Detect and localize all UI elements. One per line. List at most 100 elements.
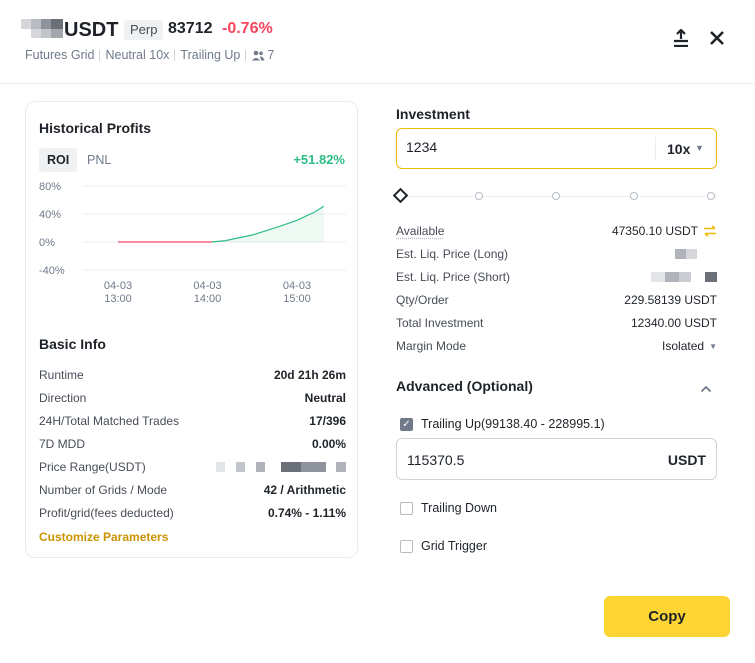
info-row-grids-mode: Number of Grids / Mode 42 / Arithmetic xyxy=(39,480,346,500)
tab-pnl[interactable]: PNL xyxy=(87,153,112,167)
detail-key: Est. Liq. Price (Short) xyxy=(396,270,511,284)
chart-area-fill xyxy=(211,206,324,242)
chart-xtick-time: 14:00 xyxy=(194,293,222,305)
info-value: Neutral xyxy=(304,391,346,405)
slider-step[interactable] xyxy=(552,192,560,200)
slider-step[interactable] xyxy=(707,192,715,200)
trailing-up-input[interactable] xyxy=(407,452,627,468)
redacted-block xyxy=(281,462,301,472)
slider-step[interactable] xyxy=(630,192,638,200)
investment-title: Investment xyxy=(396,106,470,122)
customize-parameters-link[interactable]: Customize Parameters xyxy=(39,530,169,544)
detail-value: 47350.10 USDT xyxy=(611,224,698,238)
redacted-logo xyxy=(41,29,51,38)
chart-ytick-label: -40% xyxy=(39,265,65,277)
caret-down-icon: ▼ xyxy=(709,341,717,351)
tag-trailing: Trailing Up xyxy=(180,48,241,62)
historical-profits-title: Historical Profits xyxy=(39,120,152,136)
redacted-block xyxy=(651,272,665,282)
info-value: 20d 21h 26m xyxy=(273,368,346,382)
info-row-runtime: Runtime 20d 21h 26m xyxy=(39,365,346,385)
info-row-price-range: Price Range(USDT) xyxy=(39,457,346,477)
chart-line-positive xyxy=(211,205,325,243)
info-key: Direction xyxy=(39,391,87,405)
detail-qty-order: Qty/Order 229.58139 USDT xyxy=(396,290,717,310)
detail-value: Isolated xyxy=(662,339,705,353)
detail-available: Available 47350.10 USDT xyxy=(396,221,717,241)
detail-key[interactable]: Available xyxy=(396,224,445,238)
tab-roi[interactable]: ROI xyxy=(39,148,78,172)
info-key: Price Range(USDT) xyxy=(39,460,146,474)
divider xyxy=(655,137,656,161)
info-value: 17/396 xyxy=(309,414,346,428)
info-key: 7D MDD xyxy=(39,437,86,451)
info-row-direction: Direction Neutral xyxy=(39,388,346,408)
info-value: 42 / Arithmetic xyxy=(263,483,346,497)
redacted-value xyxy=(651,271,717,283)
trailing-up-unit: USDT xyxy=(667,452,706,468)
users-icon xyxy=(252,50,265,60)
chart-xtick-time: 15:00 xyxy=(283,293,311,305)
detail-liq-long: Est. Liq. Price (Long) xyxy=(396,244,717,264)
roi-value: +51.82% xyxy=(293,152,345,167)
grid-trigger-label: Grid Trigger xyxy=(421,539,487,553)
follower-count: 7 xyxy=(267,48,275,62)
divider xyxy=(245,49,247,61)
info-key: Profit/grid(fees deducted) xyxy=(39,506,174,520)
info-key: Runtime xyxy=(39,368,84,382)
redacted-block xyxy=(675,249,686,259)
close-icon[interactable] xyxy=(705,26,729,50)
detail-total-investment: Total Investment 12340.00 USDT xyxy=(396,313,717,333)
chart-ytick-label: 0% xyxy=(39,237,55,249)
chart-ytick-label: 40% xyxy=(39,209,61,221)
redacted-logo xyxy=(21,19,31,29)
price-change: -0.76% xyxy=(222,20,273,37)
trailing-up-field[interactable]: USDT xyxy=(396,438,717,480)
leverage-select[interactable]: 10x xyxy=(667,141,691,157)
investment-field[interactable]: 10x ▼ xyxy=(396,128,717,169)
info-key: 24H/Total Matched Trades xyxy=(39,414,180,428)
basic-info-title: Basic Info xyxy=(39,336,106,352)
grid-trigger-checkbox[interactable] xyxy=(400,540,413,553)
chart-xtick-date: 04-03 xyxy=(283,280,311,292)
detail-margin-mode: Margin Mode Isolated ▼ xyxy=(396,336,717,356)
header: USDT Perp 83712 -0.76% Futures Grid Neut… xyxy=(0,0,755,84)
redacted-block xyxy=(236,462,245,472)
detail-value: 12340.00 USDT xyxy=(630,316,717,330)
slider-handle[interactable] xyxy=(392,187,409,204)
last-price: 83712 xyxy=(168,20,213,37)
margin-mode-select[interactable]: Isolated ▼ xyxy=(662,339,717,353)
detail-key: Est. Liq. Price (Long) xyxy=(396,247,509,261)
tag-strategy: Futures Grid xyxy=(25,48,95,62)
caret-down-icon: ▼ xyxy=(695,143,704,153)
slider-step[interactable] xyxy=(475,192,483,200)
trailing-up-checkbox[interactable]: ✓ xyxy=(400,418,413,431)
trailing-down-checkbox[interactable] xyxy=(400,502,413,515)
chart-xtick-date: 04-03 xyxy=(193,280,221,292)
trailing-up-label: Trailing Up(99138.40 - 228995.1) xyxy=(421,417,605,431)
detail-key: Total Investment xyxy=(396,316,484,330)
transfer-icon[interactable] xyxy=(703,225,717,237)
copy-button[interactable]: Copy xyxy=(604,596,730,637)
info-value: 0.00% xyxy=(311,437,346,451)
investment-input[interactable] xyxy=(406,139,646,155)
divider xyxy=(174,49,176,61)
strategy-tags: Futures Grid Neutral 10x Trailing Up 7 xyxy=(25,48,274,62)
chevron-up-icon[interactable] xyxy=(700,382,712,396)
share-icon[interactable] xyxy=(669,26,693,50)
redacted-block xyxy=(216,462,225,472)
investment-slider[interactable] xyxy=(392,187,717,204)
info-row-matched-trades: 24H/Total Matched Trades 17/396 xyxy=(39,411,346,431)
perp-badge: Perp xyxy=(124,20,164,40)
redacted-logo xyxy=(41,19,51,29)
available-value-group: 47350.10 USDT xyxy=(612,224,717,238)
chart-xtick-date: 04-03 xyxy=(104,280,132,292)
redacted-block xyxy=(301,462,326,472)
detail-key: Qty/Order xyxy=(396,293,449,307)
symbol: USDT xyxy=(64,19,119,41)
divider xyxy=(99,49,101,61)
redacted-value xyxy=(675,248,697,260)
redacted-logo xyxy=(31,19,41,29)
info-row-profit-per-grid: Profit/grid(fees deducted) 0.74% - 1.11% xyxy=(39,503,346,523)
trailing-down-label: Trailing Down xyxy=(421,501,497,515)
